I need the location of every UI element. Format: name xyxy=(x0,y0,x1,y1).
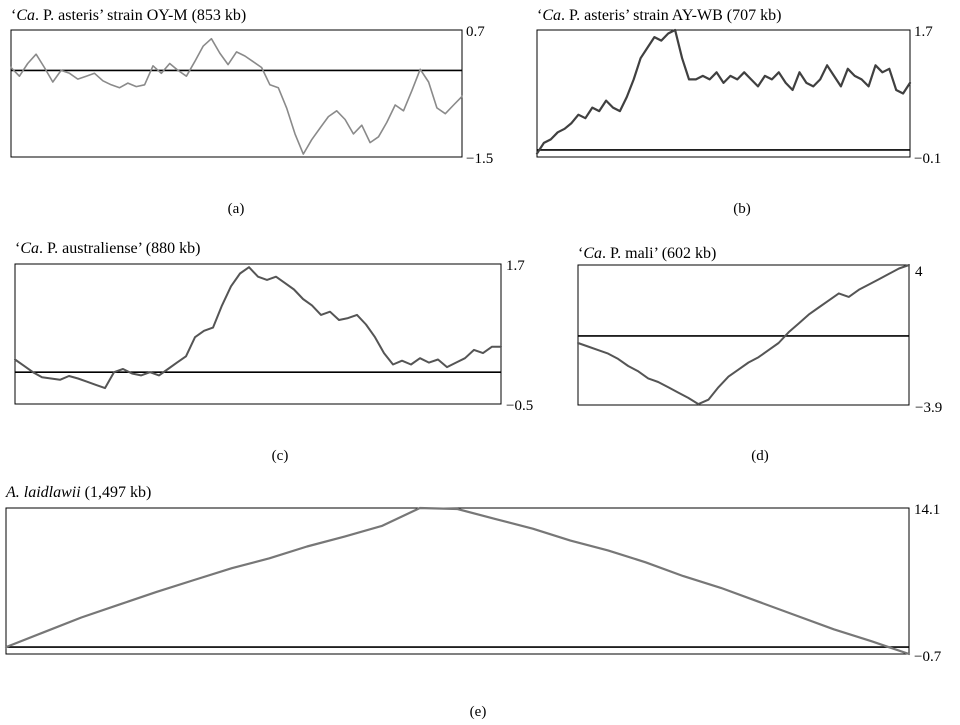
panel-a-caption: (a) xyxy=(228,201,245,217)
panel-d-title: ‘Ca. P. mali’ (602 kb) xyxy=(578,245,716,262)
panel-a-title: ‘Ca. P. asteris’ strain OY-M (853 kb) xyxy=(11,7,246,24)
panel-b-series-line xyxy=(535,28,912,155)
panel-e-ytick-min: −0.7 xyxy=(914,649,942,665)
panel-a: ‘Ca. P. asteris’ strain OY-M (853 kb) 0.… xyxy=(10,7,493,217)
panel-d-series-line xyxy=(577,264,910,406)
panel-b-ytick-min: −0.1 xyxy=(914,151,941,167)
panel-a-ytick-min: −1.5 xyxy=(466,151,493,167)
panel-e-caption: (e) xyxy=(470,704,487,720)
panel-e-ytick-max: 14.1 xyxy=(914,502,940,518)
panel-d-ytick-max: 4 xyxy=(915,264,923,280)
panel-c-caption: (c) xyxy=(272,448,289,464)
panel-c-ytick-max: 1.7 xyxy=(506,258,525,274)
panel-a-ytick-max: 0.7 xyxy=(466,24,485,40)
panel-d-ytick-min: −3.9 xyxy=(915,400,942,416)
panel-b-title: ‘Ca. P. asteris’ strain AY-WB (707 kb) xyxy=(537,7,781,24)
panel-e-frame xyxy=(5,507,910,655)
panel-d: ‘Ca. P. mali’ (602 kb) 4 −3.9 (d) xyxy=(577,245,942,464)
panel-b-caption: (b) xyxy=(733,201,751,217)
panel-e-title: A. laidlawii (1,497 kb) xyxy=(5,484,151,501)
panel-a-series-line xyxy=(10,37,463,155)
panel-c: ‘Ca. P. australiense’ (880 kb) 1.7 −0.5 … xyxy=(14,240,533,464)
panel-e-series-line xyxy=(4,506,911,656)
panel-b-frame xyxy=(536,29,911,158)
panel-c-series-line xyxy=(14,266,502,390)
panel-a-frame xyxy=(10,29,463,158)
panel-c-ytick-min: −0.5 xyxy=(506,398,533,414)
panel-e: A. laidlawii (1,497 kb) 14.1 −0.7 (e) xyxy=(4,484,942,720)
panel-b: ‘Ca. P. asteris’ strain AY-WB (707 kb) 1… xyxy=(535,7,941,217)
panel-c-title: ‘Ca. P. australiense’ (880 kb) xyxy=(15,240,200,257)
panel-c-frame xyxy=(14,263,502,405)
panel-d-frame xyxy=(577,264,910,406)
panel-b-ytick-max: 1.7 xyxy=(914,24,933,40)
panel-d-caption: (d) xyxy=(751,448,769,464)
